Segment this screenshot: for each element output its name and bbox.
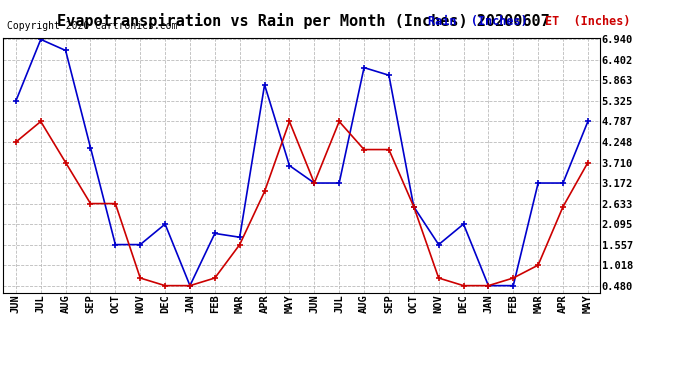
Rain  (Inches): [559, 181, 567, 185]
ET  (Inches): [460, 284, 468, 288]
Text: ET  (Inches): ET (Inches): [545, 15, 631, 28]
ET  (Inches): [360, 147, 368, 152]
ET  (Inches): [12, 140, 20, 144]
Rain  (Inches): [12, 99, 20, 103]
Text: Rain  (Inches): Rain (Inches): [428, 15, 528, 28]
ET  (Inches): [210, 276, 219, 280]
Rain  (Inches): [186, 284, 194, 288]
Rain  (Inches): [161, 222, 169, 226]
Rain  (Inches): [410, 204, 418, 209]
Line: ET  (Inches): ET (Inches): [12, 118, 591, 289]
ET  (Inches): [335, 119, 344, 124]
ET  (Inches): [534, 263, 542, 267]
ET  (Inches): [61, 160, 70, 165]
Rain  (Inches): [584, 119, 592, 124]
ET  (Inches): [86, 201, 95, 206]
ET  (Inches): [111, 201, 119, 206]
Rain  (Inches): [534, 181, 542, 185]
Rain  (Inches): [460, 222, 468, 226]
Rain  (Inches): [385, 73, 393, 78]
Rain  (Inches): [335, 181, 344, 185]
ET  (Inches): [410, 204, 418, 209]
Text: Copyright 2020 Cartronics.com: Copyright 2020 Cartronics.com: [7, 21, 177, 31]
Rain  (Inches): [260, 82, 268, 87]
Line: Rain  (Inches): Rain (Inches): [12, 36, 591, 289]
ET  (Inches): [310, 181, 319, 185]
Rain  (Inches): [360, 65, 368, 70]
ET  (Inches): [385, 147, 393, 152]
ET  (Inches): [136, 276, 144, 280]
ET  (Inches): [484, 284, 493, 288]
Rain  (Inches): [235, 235, 244, 240]
ET  (Inches): [285, 119, 293, 124]
Rain  (Inches): [136, 242, 144, 247]
ET  (Inches): [37, 119, 45, 124]
Rain  (Inches): [86, 146, 95, 150]
ET  (Inches): [559, 204, 567, 209]
ET  (Inches): [186, 284, 194, 288]
ET  (Inches): [161, 284, 169, 288]
Rain  (Inches): [435, 242, 443, 247]
ET  (Inches): [260, 189, 268, 194]
Rain  (Inches): [37, 37, 45, 42]
ET  (Inches): [235, 242, 244, 247]
Rain  (Inches): [111, 242, 119, 247]
Rain  (Inches): [61, 48, 70, 53]
Text: Evapotranspiration vs Rain per Month (Inches) 20200607: Evapotranspiration vs Rain per Month (In…: [57, 13, 550, 29]
Rain  (Inches): [310, 181, 319, 185]
ET  (Inches): [584, 160, 592, 165]
ET  (Inches): [435, 276, 443, 280]
Rain  (Inches): [509, 284, 518, 288]
Rain  (Inches): [285, 164, 293, 168]
Rain  (Inches): [210, 231, 219, 236]
ET  (Inches): [509, 276, 518, 280]
Rain  (Inches): [484, 284, 493, 288]
